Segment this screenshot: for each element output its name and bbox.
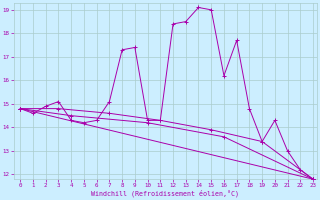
X-axis label: Windchill (Refroidissement éolien,°C): Windchill (Refroidissement éolien,°C) [92, 190, 239, 197]
